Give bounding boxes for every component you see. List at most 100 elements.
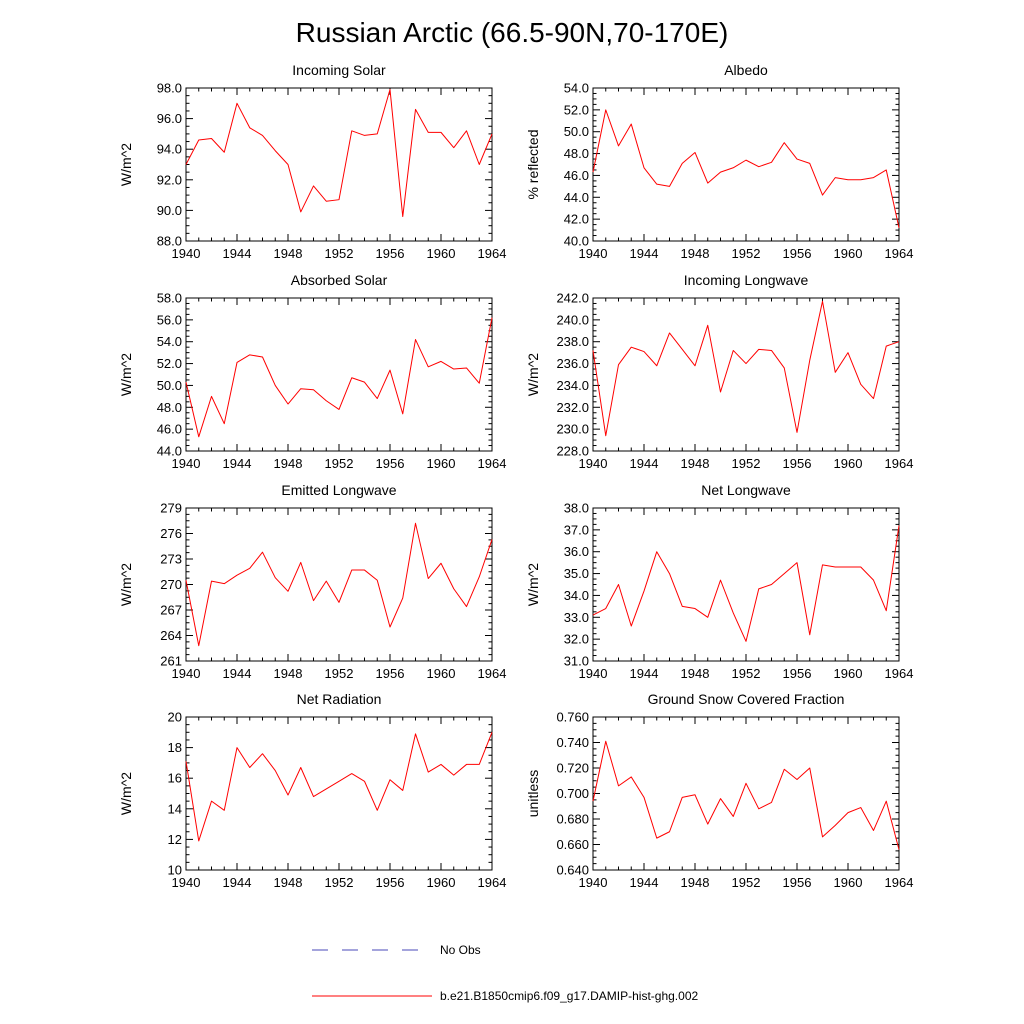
x-tick-label: 1960 xyxy=(427,666,456,681)
x-tick-label: 1964 xyxy=(885,875,914,890)
page-title: Russian Arctic (66.5-90N,70-170E) xyxy=(296,17,729,48)
x-tick-label: 1940 xyxy=(579,875,608,890)
y-tick-label: 242.0 xyxy=(556,291,589,306)
x-tick-label: 1956 xyxy=(783,666,812,681)
series-line-model xyxy=(592,300,900,437)
y-tick-label: 273 xyxy=(160,552,182,567)
panel-title: Emitted Longwave xyxy=(281,482,396,498)
panel-title: Ground Snow Covered Fraction xyxy=(648,691,845,707)
y-tick-label: 0.720 xyxy=(556,761,589,776)
y-tick-label: 54.0 xyxy=(157,334,182,349)
plot-frame xyxy=(592,507,900,662)
y-axis-label: W/m^2 xyxy=(118,772,134,815)
y-tick-label: 0.700 xyxy=(556,786,589,801)
y-tick-label: 42.0 xyxy=(564,212,589,227)
y-tick-label: 40.0 xyxy=(564,234,589,249)
y-tick-label: 90.0 xyxy=(157,203,182,218)
x-tick-label: 1960 xyxy=(427,456,456,471)
y-tick-label: 0.760 xyxy=(556,710,589,725)
y-tick-label: 48.0 xyxy=(157,400,182,415)
y-tick-label: 32.0 xyxy=(564,632,589,647)
chart-panel-2: 1940 1944 1948 1952 1956 1960 1964 40.0 42.0 44.0… xyxy=(525,62,913,261)
y-tick-label: 0.660 xyxy=(556,837,589,852)
chart-panel-1: 1940 1944 1948 1952 1956 1960 1964 88.0 90.0 92.0… xyxy=(118,62,506,261)
panel-title: Net Radiation xyxy=(297,691,382,707)
y-tick-label: 36.0 xyxy=(564,544,589,559)
x-tick-label: 1940 xyxy=(172,456,201,471)
y-tick-label: 279 xyxy=(160,501,182,516)
y-tick-label: 58.0 xyxy=(157,291,182,306)
y-tick-label: 230.0 xyxy=(556,422,589,437)
y-axis-label: % reflected xyxy=(525,129,541,199)
x-tick-label: 1964 xyxy=(885,666,914,681)
y-axis-label: W/m^2 xyxy=(525,353,541,396)
x-tick-label: 1948 xyxy=(274,456,303,471)
chart-panel-5: 1940 1944 1948 1952 1956 1960 1964 261 264 267 270… xyxy=(118,482,506,681)
y-tick-label: 228.0 xyxy=(556,444,589,459)
x-tick-label: 1940 xyxy=(172,666,201,681)
y-tick-label: 50.0 xyxy=(564,124,589,139)
y-axis-label: W/m^2 xyxy=(118,353,134,396)
y-tick-label: 20 xyxy=(168,710,182,725)
y-tick-label: 234.0 xyxy=(556,378,589,393)
y-tick-label: 88.0 xyxy=(157,234,182,249)
y-tick-label: 54.0 xyxy=(564,81,589,96)
x-tick-label: 1944 xyxy=(223,246,252,261)
x-tick-label: 1964 xyxy=(478,875,507,890)
x-tick-label: 1952 xyxy=(732,456,761,471)
y-tick-label: 16 xyxy=(168,771,182,786)
x-tick-label: 1948 xyxy=(274,246,303,261)
y-tick-label: 96.0 xyxy=(157,111,182,126)
x-tick-label: 1944 xyxy=(223,875,252,890)
x-tick-label: 1964 xyxy=(478,246,507,261)
x-tick-label: 1940 xyxy=(579,666,608,681)
y-tick-label: 31.0 xyxy=(564,654,589,669)
x-tick-label: 1956 xyxy=(376,246,405,261)
x-tick-label: 1956 xyxy=(376,666,405,681)
y-tick-label: 56.0 xyxy=(157,312,182,327)
y-tick-label: 34.0 xyxy=(564,588,589,603)
plot-frame xyxy=(185,87,493,242)
x-tick-label: 1944 xyxy=(630,875,659,890)
x-tick-label: 1948 xyxy=(274,875,303,890)
x-tick-label: 1944 xyxy=(223,666,252,681)
x-tick-label: 1960 xyxy=(834,666,863,681)
chart-panel-8: 1940 1944 1948 1952 1956 1960 1964 0.640 0.660 0.… xyxy=(525,691,913,890)
x-tick-label: 1940 xyxy=(579,456,608,471)
panel-title: Incoming Solar xyxy=(292,62,386,78)
y-tick-label: 12 xyxy=(168,832,182,847)
y-tick-label: 14 xyxy=(168,801,182,816)
x-tick-label: 1948 xyxy=(681,875,710,890)
y-tick-label: 46.0 xyxy=(157,422,182,437)
x-tick-label: 1948 xyxy=(681,246,710,261)
y-tick-label: 44.0 xyxy=(157,444,182,459)
x-tick-label: 1960 xyxy=(834,456,863,471)
y-axis-label: unitless xyxy=(525,770,541,817)
x-tick-label: 1944 xyxy=(630,246,659,261)
y-tick-label: 10 xyxy=(168,863,182,878)
y-axis-label: W/m^2 xyxy=(118,143,134,186)
y-tick-label: 44.0 xyxy=(564,190,589,205)
y-tick-label: 50.0 xyxy=(157,378,182,393)
x-tick-label: 1948 xyxy=(274,666,303,681)
x-tick-label: 1952 xyxy=(325,875,354,890)
y-tick-label: 92.0 xyxy=(157,172,182,187)
x-tick-label: 1956 xyxy=(783,246,812,261)
y-tick-label: 236.0 xyxy=(556,356,589,371)
series-line-model xyxy=(592,525,900,642)
x-tick-label: 1956 xyxy=(376,875,405,890)
x-tick-label: 1948 xyxy=(681,456,710,471)
x-tick-label: 1952 xyxy=(325,666,354,681)
x-tick-label: 1952 xyxy=(732,875,761,890)
y-tick-label: 0.680 xyxy=(556,812,589,827)
panel-title: Incoming Longwave xyxy=(684,272,809,288)
x-tick-label: 1940 xyxy=(172,875,201,890)
panel-title: Net Longwave xyxy=(701,482,791,498)
y-tick-label: 48.0 xyxy=(564,146,589,161)
x-tick-label: 1940 xyxy=(579,246,608,261)
x-tick-label: 1964 xyxy=(885,246,914,261)
y-tick-label: 270 xyxy=(160,577,182,592)
x-tick-label: 1944 xyxy=(630,456,659,471)
